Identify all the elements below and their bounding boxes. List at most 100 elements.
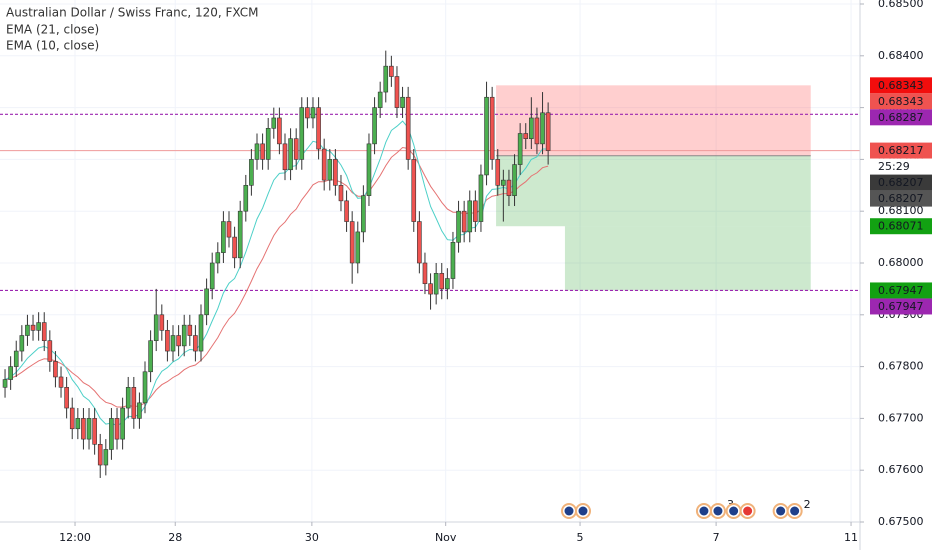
candle-body <box>209 262 215 290</box>
y-tick-label: 0.67700 <box>878 411 924 424</box>
plot <box>0 50 860 478</box>
price-badge <box>870 298 932 315</box>
price-badge <box>870 93 932 110</box>
price-badge-label: 0.68287 <box>878 111 924 124</box>
candle-body <box>473 200 478 222</box>
y-tick-label: 0.67800 <box>878 360 924 373</box>
candle-body <box>445 278 450 290</box>
candle-body <box>114 418 120 440</box>
candle-body <box>338 185 344 202</box>
x-tick-label: 7 <box>713 531 720 544</box>
candle-body <box>13 350 19 367</box>
x-tick-label: 28 <box>168 531 182 544</box>
candle-body <box>36 322 41 331</box>
price-badge <box>870 174 932 191</box>
event-icon <box>561 503 592 519</box>
candle-body <box>165 330 170 352</box>
candle-body <box>64 387 69 409</box>
candle-body <box>534 117 540 145</box>
candle-body <box>19 335 25 352</box>
candle-body <box>86 418 92 440</box>
candle-body <box>181 324 187 347</box>
candle-body <box>512 164 517 196</box>
candle-body <box>254 143 260 160</box>
candle-body <box>310 107 316 119</box>
candle-body <box>422 262 428 285</box>
candle-body <box>204 288 209 316</box>
event-flag <box>564 506 574 516</box>
price-badge-label: 0.68343 <box>878 95 924 108</box>
event-count: 2 <box>804 498 811 511</box>
candle-body <box>53 361 58 378</box>
price-badge-label: 0.68207 <box>878 176 924 189</box>
candle-body <box>226 221 232 238</box>
candle-body <box>484 96 489 176</box>
candle-body <box>394 76 400 108</box>
y-tick-label: 0.68400 <box>878 49 924 62</box>
y-tick-label: 0.67600 <box>878 463 924 476</box>
event-flag <box>743 506 753 516</box>
x-tick-label: 11 <box>844 531 858 544</box>
candle-body <box>153 314 159 341</box>
candle-body <box>271 117 277 129</box>
event-icon <box>725 503 756 519</box>
candle-body <box>517 133 523 165</box>
price-badge <box>870 77 932 94</box>
candle-body <box>383 65 389 93</box>
candle-body <box>221 221 226 253</box>
price-badge-label: 0.68207 <box>878 192 924 205</box>
candle-body <box>142 371 148 404</box>
target-zone <box>564 226 811 291</box>
event-flag <box>578 506 588 516</box>
price-badge <box>870 109 932 126</box>
candle-body <box>237 210 243 259</box>
candle-body <box>25 324 30 336</box>
candle-body <box>131 387 137 419</box>
target-zone <box>496 155 811 227</box>
candle-body <box>260 143 265 160</box>
candle-body <box>501 179 506 186</box>
candle-body <box>198 314 204 352</box>
countdown-badge <box>870 158 932 175</box>
candle-body <box>265 128 271 160</box>
candle-body <box>243 185 249 212</box>
x-tick-label: 5 <box>577 531 584 544</box>
price-badge <box>870 190 932 207</box>
candle-body <box>467 200 473 233</box>
candle-body <box>8 366 13 380</box>
x-tick-label: Nov <box>435 531 457 544</box>
candle-body <box>176 335 181 347</box>
candle-body <box>282 143 288 171</box>
candle-body <box>361 195 366 233</box>
candle-body <box>103 449 109 466</box>
candle-body <box>109 418 114 450</box>
candle-body <box>405 96 411 160</box>
candle-body <box>439 273 445 290</box>
candle-body <box>69 407 75 430</box>
candle-body <box>411 159 417 222</box>
candle-body <box>506 179 512 196</box>
candle-body <box>316 107 321 150</box>
candle-body <box>299 107 305 160</box>
x-tick-label: 30 <box>305 531 319 544</box>
y-tick-label: 0.68500 <box>878 0 924 10</box>
event-flag <box>790 506 800 516</box>
candle-body <box>461 210 467 233</box>
candle-body <box>249 159 254 186</box>
candle-body <box>293 138 299 160</box>
candle-body <box>372 107 377 145</box>
candle-body <box>232 236 237 259</box>
price-badge-label: 0.67947 <box>878 284 924 297</box>
candle-body <box>277 117 282 145</box>
candle-body <box>41 322 47 342</box>
candle-body <box>193 335 198 352</box>
candle-body <box>366 143 372 196</box>
candle-body <box>417 221 422 264</box>
candle-body <box>125 387 131 409</box>
y-tick-label: 0.67500 <box>878 515 924 528</box>
candle-body <box>288 138 293 171</box>
price-badge-label: 0.67947 <box>878 300 924 313</box>
